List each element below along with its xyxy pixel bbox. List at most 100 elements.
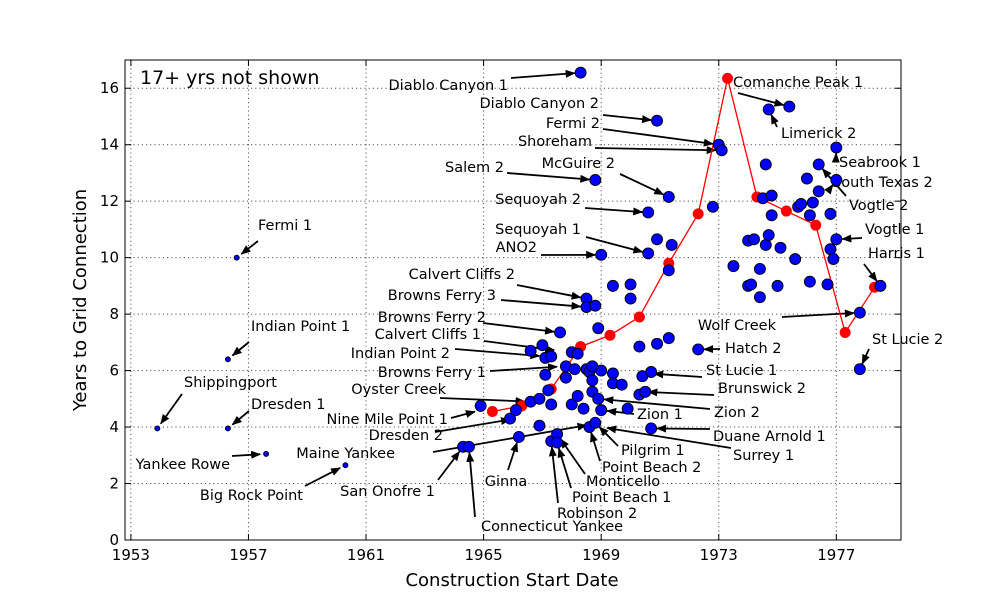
plant-point [621, 402, 634, 415]
plant-label: Limerick 2 [781, 126, 856, 142]
plant-point [803, 209, 816, 222]
plant-point [812, 158, 825, 171]
y-tick-label: 8 [109, 305, 119, 323]
y-tick-label: 4 [109, 418, 119, 436]
annotation-arrow [500, 299, 582, 310]
plant-point [692, 343, 705, 356]
plant-label: Big Rock Point [200, 488, 303, 504]
plant-label: ANO2 [496, 240, 537, 256]
annotation-arrow [304, 467, 342, 487]
plant-point [745, 278, 758, 291]
plant-label: Point Beach 2 [602, 460, 701, 476]
plant-point [774, 241, 787, 254]
plant-point [539, 368, 552, 381]
annotation-arrow [160, 393, 183, 425]
plant-point [509, 404, 522, 417]
y-tick-label: 12 [100, 192, 119, 210]
plant-label: St Lucie 1 [706, 363, 777, 379]
plant-label: Diablo Canyon 1 [389, 78, 508, 94]
data-points [154, 66, 887, 469]
plant-point [592, 392, 605, 405]
plant-point [665, 238, 678, 251]
annotations: Fermi 1 Indian Point 1 Shippingport Dresden… [135, 69, 943, 535]
plant-point [545, 350, 558, 363]
plant-point [806, 196, 819, 209]
plant-point [651, 114, 663, 127]
plant-point [571, 390, 584, 402]
annotation-arrow [548, 446, 559, 504]
annotation-arrow [585, 236, 644, 254]
plant-point [765, 209, 778, 222]
x-tick-label: 1973 [700, 546, 738, 564]
plant-point [662, 332, 675, 345]
plant-label: Shippingport [184, 375, 277, 391]
plant-point [830, 174, 843, 186]
plant-point [853, 306, 866, 319]
plant-point [662, 264, 675, 277]
plant-label: Comanche Peak 1 [733, 75, 863, 91]
annotation-arrow [590, 431, 601, 462]
plant-point [589, 174, 602, 186]
annotation-arrow [434, 417, 512, 433]
plant-label: Connecticut Yankee [481, 519, 623, 535]
y-tick-label: 16 [100, 79, 119, 97]
plant-point [504, 412, 517, 425]
annotation-arrow [466, 451, 476, 518]
plant-point [606, 367, 619, 380]
plant-label: Pilgrim 1 [621, 443, 685, 459]
plant-label: Monticello [586, 474, 660, 490]
annotation-arrow [606, 425, 732, 449]
plant-point [577, 402, 590, 415]
plant-point [624, 292, 637, 305]
annotation-arrow [482, 322, 556, 335]
plant-point [592, 322, 605, 335]
plant-point [824, 243, 837, 256]
plant-point [715, 144, 728, 157]
annotation-arrow [598, 426, 619, 447]
annotation-arrow [584, 207, 644, 216]
plant-point [524, 344, 537, 357]
plant-label: Oyster Creek [351, 382, 446, 398]
x-tick-label: 1953 [112, 546, 150, 564]
trend-point [486, 406, 498, 418]
annotation-arrow [507, 441, 518, 471]
plot-frame [124, 59, 902, 541]
annotation-arrow [231, 341, 250, 357]
x-tick-label: 1965 [465, 546, 503, 564]
trend-point [604, 329, 616, 341]
plant-point [753, 262, 766, 275]
plant-label: Calvert Cliffs 1 [375, 327, 481, 343]
plant-label: Calvert Cliffs 2 [409, 267, 515, 283]
plant-point [795, 198, 808, 210]
plant-point [765, 189, 778, 202]
plant-point [154, 425, 161, 432]
annotation-arrow [653, 370, 703, 379]
annotation-arrow [737, 92, 785, 107]
annotation-arrow [557, 447, 572, 489]
chart-note: 17+ yrs not shown [140, 67, 319, 89]
y-axis-label: Years to Grid Connection [70, 189, 91, 412]
plant-point [624, 278, 637, 291]
annotation-arrow [770, 113, 779, 128]
plant-point [800, 172, 813, 185]
annotation-arrow [240, 240, 259, 255]
plant-point [633, 340, 646, 353]
y-tick-label: 0 [109, 531, 119, 549]
plant-label: Robinson 2 [557, 506, 637, 522]
plant-point [762, 103, 775, 116]
plant-point [824, 207, 837, 220]
plant-label: Maine Yankee [296, 446, 395, 462]
plant-point [753, 291, 766, 304]
plant-point [706, 200, 719, 213]
plant-label: Shoreham [518, 134, 592, 150]
annotation-arrow [516, 284, 582, 300]
annotation-arrow [439, 397, 526, 406]
plant-label: Zion 1 [637, 407, 683, 423]
annotation-arrow [506, 172, 591, 183]
trend-point [780, 205, 792, 217]
plant-point [589, 416, 602, 429]
x-tick-label: 1961 [347, 546, 385, 564]
plant-label: Sequoyah 2 [495, 192, 581, 208]
